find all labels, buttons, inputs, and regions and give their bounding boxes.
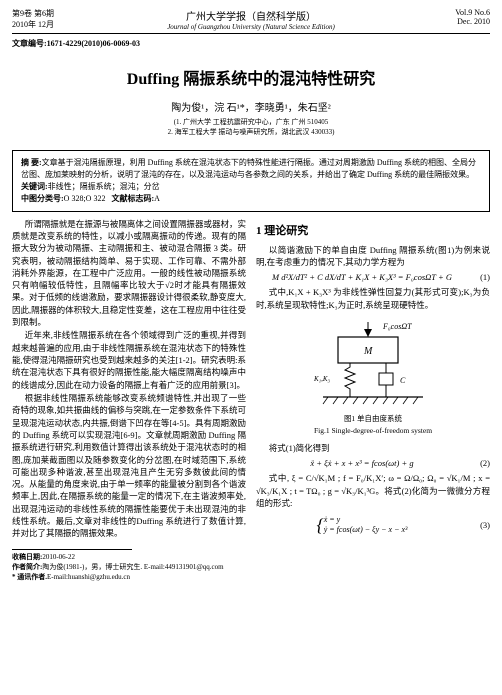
corr-email: E-mail:huanshi@gzhu.edu.cn xyxy=(47,573,130,581)
abstract-box: 摘 要:文章基于混沌隔振原理，利用 Duffing 系统在混沌状态下的特殊性能进… xyxy=(12,150,490,212)
vol-en: Vol.9 No.6 xyxy=(410,8,490,17)
abstract-label: 摘 要: xyxy=(21,158,42,167)
intro-p3: 根据非线性隔振系统能够改变系统频谱特性,并出现了一些奇特的现象,如共振曲线的偏移… xyxy=(12,392,246,540)
abstract-text: 文章基于混沌隔振原理，利用 Duffing 系统在混沌状态下的特殊性能进行隔振。… xyxy=(21,158,476,179)
author-bio-label: 作者简介: xyxy=(12,563,42,571)
two-column-body: 所谓隔振就是在振源与被隔离体之间设置隔振器或器材，实质就是改变系统的特性，以减小… xyxy=(0,218,502,542)
r-p2: 式中,K₁X + K₃X³ 为非线性弹性回复力(其形式可变);K₃为负时,系统呈… xyxy=(256,286,490,311)
recv-label: 收稿日期: xyxy=(12,553,42,561)
journal-en: Journal of Guangzhou University (Natural… xyxy=(92,23,410,31)
equation-3: { ẋ = y ẏ = fcos(ωt) − ξy − x − x³ (3) xyxy=(256,512,490,538)
right-column: 1 理论研究 以简谐激励下的单自由度 Duffing 隔振系统(图1)为例来说明… xyxy=(256,218,490,542)
journal-cn: 广州大学学报（自然科学版） xyxy=(92,8,410,23)
spring-label: K₁,K₃ xyxy=(313,375,331,383)
author-bio: 陶为俊(1981-)，男，博士研究生. E-mail:449131901@qq.… xyxy=(42,563,223,571)
figure-1: F₀cosΩT M K₁,K₃ C 图1 单自由度系统 Fi xyxy=(256,317,490,436)
journal-header: 第9卷 第6期 2010年 12月 广州大学学报（自然科学版） Journal … xyxy=(0,0,502,33)
article-number: 文章编号:1671-4229(2010)06-0069-03 xyxy=(0,34,502,59)
equation-1: M d²X/dT² + C dX/dT + K₁X + K₃X³ = F₀cos… xyxy=(256,271,490,283)
sdof-diagram: F₀cosΩT M K₁,K₃ C xyxy=(308,317,438,412)
fig1-caption-cn: 图1 单自由度系统 xyxy=(256,414,490,424)
equation-2: ẍ + ξẋ + x + x³ = fcos(ωt) + g (2) xyxy=(256,457,490,469)
r-p3: 将式(1)简化得到 xyxy=(256,442,490,454)
keywords-label: 关键词: xyxy=(21,182,48,191)
r-p4: 式中, ξ = C/√K₁M ; f = F₀/K₁X′; ω = Ω/Ω₀; … xyxy=(256,472,490,509)
eq3-line1: ẋ = y xyxy=(324,515,341,524)
mass-label: M xyxy=(363,346,373,357)
authors: 陶为俊¹，浣 石¹*，李晓勇¹，朱石坚² xyxy=(0,99,502,118)
doc-text: A xyxy=(154,194,160,203)
doc-label: 文献标志码: xyxy=(111,194,154,203)
left-column: 所谓隔振就是在振源与被隔离体之间设置隔振器或器材，实质就是改变系统的特性，以减小… xyxy=(12,218,246,542)
force-label: F₀cosΩT xyxy=(382,322,412,331)
recv-date: 2010-06-22 xyxy=(42,553,75,561)
affiliations: (1. 广州大学 工程抗震研究中心，广东 广州 510405 2. 海军工程大学… xyxy=(0,118,502,150)
date-en: Dec. 2010 xyxy=(410,17,490,26)
vol-cn: 第9卷 第6期 xyxy=(12,8,92,19)
clc-label: 中图分类号: xyxy=(21,194,64,203)
intro-p2: 近年来,非线性隔振系统在各个领域得到广泛的重视,并得到越来越普遍的应用,由于非线… xyxy=(12,329,246,391)
affil-1: (1. 广州大学 工程抗震研究中心，广东 广州 510405 xyxy=(0,118,502,128)
footer: 收稿日期:2010-06-22 作者简介:陶为俊(1981-)，男，博士研究生.… xyxy=(0,550,502,585)
eq3-line2: ẏ = fcos(ωt) − ξy − x − x³ xyxy=(324,525,408,534)
r-p1: 以简谐激励下的单自由度 Duffing 隔振系统(图1)为例来说明,在考虑重力的… xyxy=(256,244,490,269)
date-cn: 2010年 12月 xyxy=(12,19,92,30)
section-1-heading: 1 理论研究 xyxy=(256,224,490,240)
damper-label: C xyxy=(400,376,406,385)
article-title: Duffing 隔振系统中的混沌特性研究 xyxy=(0,59,502,99)
intro-p1: 所谓隔振就是在振源与被隔离体之间设置隔振器或器材，实质就是改变系统的特性，以减小… xyxy=(12,218,246,329)
clc-text: O 328;O 322 xyxy=(64,194,106,203)
keywords-text: 非线性；隔振系统；混沌；分岔 xyxy=(48,182,160,191)
fig1-caption-en: Fig.1 Single-degree-of-freedom system xyxy=(256,426,490,436)
affil-2: 2. 海军工程大学 振动与噪声研究所，湖北武汉 430033) xyxy=(0,128,502,138)
corr-label: * 通讯作者. xyxy=(12,573,47,581)
